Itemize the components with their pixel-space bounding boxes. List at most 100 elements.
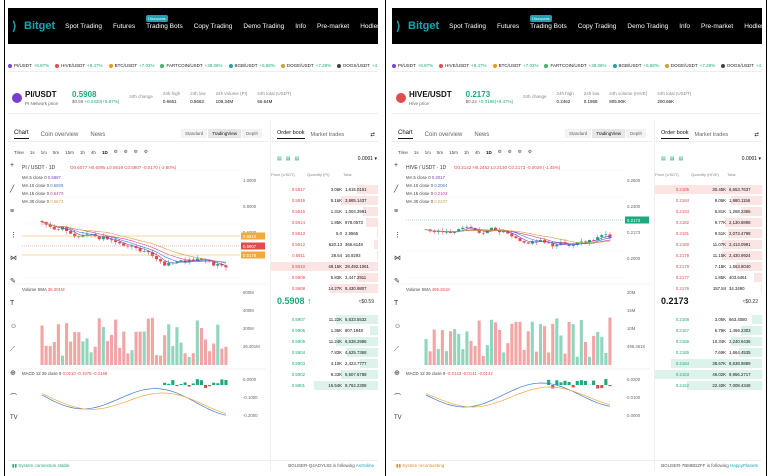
ticker-item[interactable]: DOGS/USDT+4.25% bbox=[337, 63, 378, 68]
nav-item-info[interactable]: Info bbox=[679, 22, 691, 30]
interval-1h[interactable]: 1h bbox=[463, 149, 469, 155]
nav-item-info[interactable]: Info bbox=[295, 22, 307, 30]
bid-row[interactable]: 0.5901 16.54K 9,762.2308 bbox=[271, 380, 378, 391]
nav-item-spot-trading[interactable]: Spot Trading bbox=[449, 22, 487, 30]
swap-icon[interactable]: ⇄ bbox=[754, 131, 759, 138]
emoji-icon[interactable]: ☺ bbox=[394, 323, 402, 330]
ruler-icon[interactable]: ⟋ bbox=[10, 346, 15, 353]
bids-view-icon[interactable]: ▤ bbox=[285, 156, 291, 162]
ticker-item[interactable]: DOGE/USDT +7.28% bbox=[280, 63, 331, 68]
settings-icon[interactable]: ⚙ bbox=[143, 149, 148, 154]
tab-order-book[interactable]: Order book bbox=[277, 130, 305, 139]
tab-market-trades[interactable]: Market trades bbox=[310, 131, 345, 138]
nav-item-pre-market[interactable]: Pre-market bbox=[701, 22, 734, 30]
tab-coin-overview[interactable]: Coin overview bbox=[40, 131, 79, 138]
view-mode-standard[interactable]: Standard bbox=[564, 129, 592, 138]
view-mode-tradingview[interactable]: TradingView bbox=[592, 129, 625, 138]
ticker-item[interactable]: HIVE/USDT +8.47% bbox=[439, 63, 487, 68]
precision-dropdown[interactable]: 0.0001 ▾ bbox=[357, 156, 377, 162]
bid-row[interactable]: 0.2165 7.69K 1,664.4535 bbox=[655, 347, 762, 358]
tab-news[interactable]: News bbox=[474, 131, 490, 138]
nav-item-futures[interactable]: Futures bbox=[113, 22, 136, 30]
bid-row[interactable]: 0.2162 22.40K 7,008.4348 bbox=[655, 380, 762, 391]
nav-item-spot-trading[interactable]: Spot Trading bbox=[65, 22, 103, 30]
ticker-item[interactable]: PI/USDT +5.87% bbox=[392, 63, 433, 68]
ask-row[interactable]: 0.2182 9.77K 2,130.8898 bbox=[655, 217, 762, 228]
pattern-icon[interactable]: ⋈ bbox=[394, 255, 401, 262]
tab-coin-overview[interactable]: Coin overview bbox=[424, 131, 463, 138]
ask-row[interactable]: 0.5917 3.06K 1,815.0161 bbox=[271, 184, 378, 195]
ask-row[interactable]: 0.5908 14.27K 8,430.9807 bbox=[271, 283, 378, 294]
interval-4h[interactable]: 4h bbox=[90, 149, 96, 155]
interval-4h[interactable]: 4h bbox=[474, 149, 480, 155]
zoom-icon[interactable]: ⊕ bbox=[394, 370, 400, 377]
precision-dropdown[interactable]: 0.0001 ▾ bbox=[741, 156, 761, 162]
fib-icon[interactable]: ⋮ bbox=[10, 232, 17, 239]
ask-row[interactable]: 0.2176 157.84 34.3490 bbox=[655, 283, 762, 294]
ask-row[interactable]: 0.5913 5.0 2.9565 bbox=[271, 228, 378, 239]
nav-item-demo-trading[interactable]: Demo Trading bbox=[627, 22, 669, 30]
ask-row[interactable]: 0.5910 48.15K 28,492.1061 bbox=[271, 261, 378, 272]
nav-item-futures[interactable]: Futures bbox=[497, 22, 520, 30]
compare-icon[interactable]: ⚙ bbox=[517, 149, 522, 154]
ask-row[interactable]: 0.2177 1.85K 403.6461 bbox=[655, 272, 762, 283]
asks-view-icon[interactable]: ▤ bbox=[678, 156, 684, 162]
ticker-item[interactable]: BGB/USDT +5.88% bbox=[612, 63, 659, 68]
ask-row[interactable]: 0.2184 9.06K 1,980.1156 bbox=[655, 195, 762, 206]
bid-row[interactable]: 0.5907 11.22K 6,633.5532 bbox=[271, 314, 378, 325]
nav-item-hodleryield[interactable]: HodlerYield bbox=[744, 22, 762, 30]
settings-icon[interactable]: ⚙ bbox=[527, 149, 532, 154]
asks-view-icon[interactable]: ▤ bbox=[294, 156, 300, 162]
pattern-icon[interactable]: ⋈ bbox=[10, 255, 17, 262]
trendline-icon[interactable]: ╱ bbox=[394, 186, 399, 193]
emoji-icon[interactable]: ☺ bbox=[10, 323, 18, 330]
ticker-item[interactable]: BTC/USDT +7.02% bbox=[492, 63, 538, 68]
bid-row[interactable]: 0.5905 11.24K 6,638.2986 bbox=[271, 336, 378, 347]
candlestick-icon[interactable]: ⚙ bbox=[497, 149, 502, 154]
ticker-item[interactable]: FARTCOIN/USDT +38.06% bbox=[160, 63, 223, 68]
tab-order-book[interactable]: Order book bbox=[661, 130, 689, 139]
ticker-item[interactable]: BGB/USDT +5.88% bbox=[228, 63, 275, 68]
view-mode-standard[interactable]: Standard bbox=[180, 129, 208, 138]
hline-icon[interactable]: ≡ bbox=[10, 208, 15, 215]
pair-name[interactable]: PI/USDT bbox=[25, 89, 57, 99]
bid-row[interactable]: 0.5902 9.33K 5,507.5788 bbox=[271, 369, 378, 380]
ask-row[interactable]: 0.5915 1.31K 1,004.3991 bbox=[271, 206, 378, 217]
ticker-item[interactable]: FARTCOIN/USDT +38.06% bbox=[544, 63, 607, 68]
indicator-icon[interactable]: ⚙ bbox=[123, 149, 128, 154]
bids-view-icon[interactable]: ▤ bbox=[669, 156, 675, 162]
interval-time[interactable]: Time bbox=[398, 149, 408, 155]
tab-chart[interactable]: Chart bbox=[398, 130, 413, 139]
interval-15m[interactable]: 15m bbox=[449, 149, 458, 155]
bid-row[interactable]: 0.5903 4.10K 2,423.7777 bbox=[271, 358, 378, 369]
nav-item-copy-trading[interactable]: Copy Trading bbox=[193, 22, 233, 30]
hline-icon[interactable]: ≡ bbox=[394, 208, 399, 215]
pair-name[interactable]: HIVE/USDT bbox=[409, 89, 452, 99]
ask-row[interactable]: 0.2180 11.07K 2,413.0991 bbox=[655, 239, 762, 250]
ask-row[interactable]: 0.5911 28.64 16.9293 bbox=[271, 250, 378, 261]
tradingview-icon[interactable]: TV bbox=[10, 415, 18, 421]
ticker-item[interactable]: BTC/USDT +7.02% bbox=[108, 63, 154, 68]
nav-item-hodleryield[interactable]: HodlerYield bbox=[360, 22, 378, 30]
ticker-item[interactable]: HIVE/USDT +8.47% bbox=[55, 63, 103, 68]
ask-row[interactable]: 0.2183 5.81K 1,268.2365 bbox=[655, 206, 762, 217]
bid-row[interactable]: 0.2167 6.79K 1,469.2303 bbox=[655, 325, 762, 336]
tab-news[interactable]: News bbox=[90, 131, 106, 138]
bid-row[interactable]: 0.2168 3.06K 663.4080 bbox=[655, 314, 762, 325]
fib-icon[interactable]: ⋮ bbox=[394, 232, 401, 239]
interval-1s[interactable]: 1s bbox=[413, 149, 419, 155]
magnet-icon[interactable]: ⌒ bbox=[394, 394, 401, 401]
ticker-item[interactable]: PI/USDT +5.87% bbox=[8, 63, 49, 68]
interval-1h[interactable]: 1h bbox=[79, 149, 85, 155]
ask-row[interactable]: 0.5912 620.13 366.6148 bbox=[271, 239, 378, 250]
interval-5m[interactable]: 5m bbox=[436, 149, 444, 155]
logo[interactable]: ⟩ Bitget bbox=[12, 20, 55, 32]
zoom-icon[interactable]: ⊕ bbox=[10, 370, 16, 377]
interval-time[interactable]: Time bbox=[14, 149, 24, 155]
view-mode-depth[interactable]: Depth bbox=[241, 129, 262, 138]
interval-1d[interactable]: 1D bbox=[101, 149, 108, 155]
ruler-icon[interactable]: ⟋ bbox=[394, 346, 399, 353]
text-icon[interactable]: T bbox=[394, 300, 399, 307]
bid-row[interactable]: 0.5906 1.36K 807.1848 bbox=[271, 325, 378, 336]
interval-1s[interactable]: 1s bbox=[29, 149, 35, 155]
